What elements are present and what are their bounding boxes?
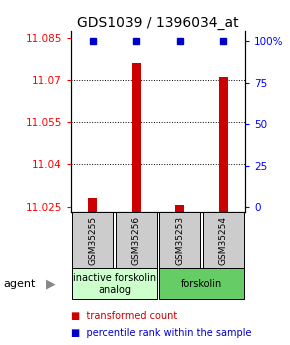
Bar: [160, 268, 244, 299]
Bar: [116, 212, 157, 269]
Bar: [203, 212, 244, 269]
Text: ■  percentile rank within the sample: ■ percentile rank within the sample: [71, 328, 251, 338]
Bar: [72, 268, 157, 299]
Title: GDS1039 / 1396034_at: GDS1039 / 1396034_at: [77, 16, 239, 30]
Text: ▶: ▶: [46, 277, 56, 290]
Text: GSM35256: GSM35256: [132, 216, 141, 265]
Text: agent: agent: [3, 279, 35, 289]
Bar: [175, 205, 184, 212]
Text: GSM35254: GSM35254: [219, 216, 228, 265]
Text: ■  transformed count: ■ transformed count: [71, 311, 177, 321]
Bar: [88, 198, 97, 212]
Bar: [132, 63, 141, 212]
Bar: [160, 212, 200, 269]
Text: GSM35253: GSM35253: [175, 216, 184, 265]
Text: forskolin: forskolin: [181, 279, 222, 289]
Bar: [219, 77, 228, 212]
Bar: [72, 212, 113, 269]
Text: inactive forskolin
analog: inactive forskolin analog: [73, 273, 156, 295]
Text: GSM35255: GSM35255: [88, 216, 97, 265]
